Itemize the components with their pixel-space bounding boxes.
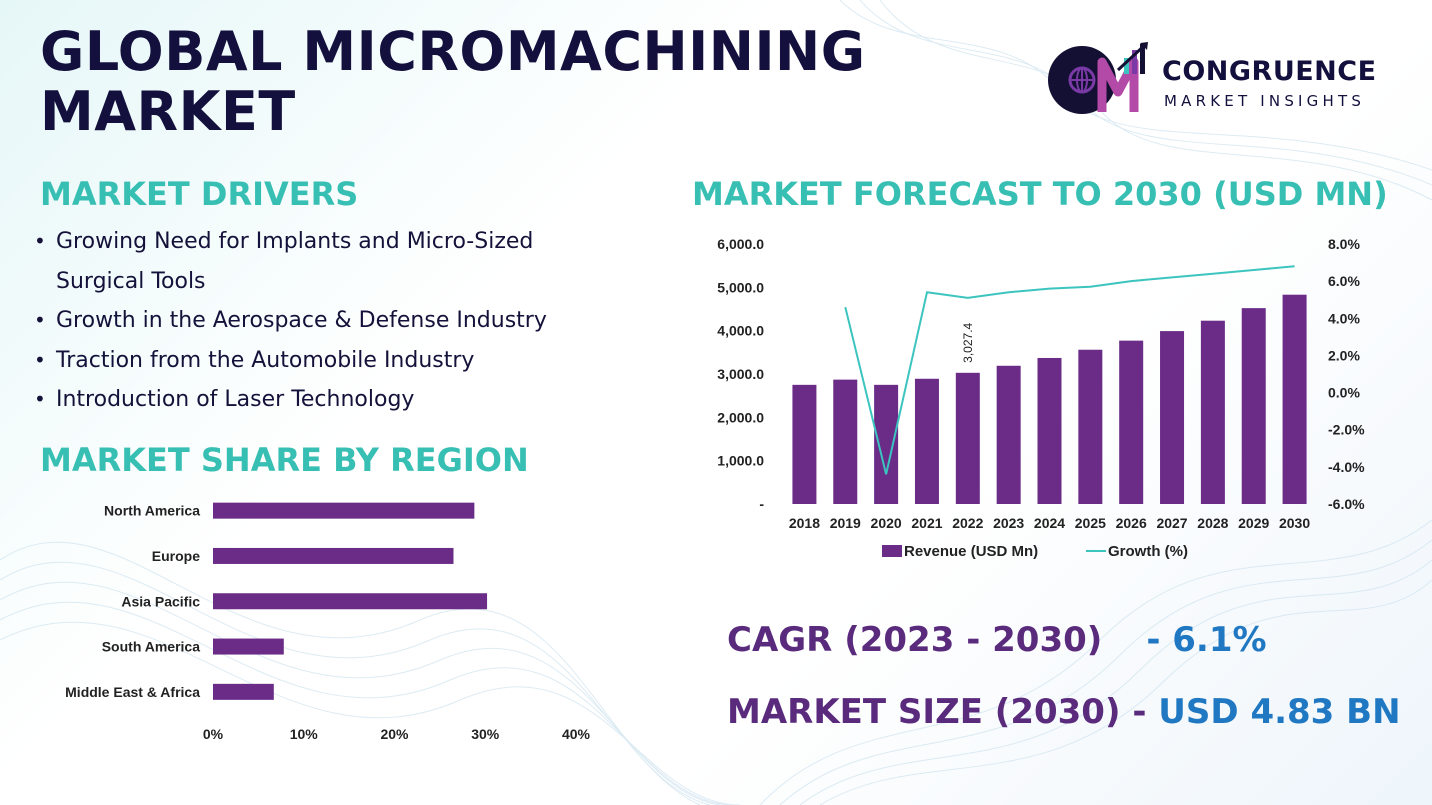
forecast-bar (1119, 340, 1144, 504)
region-x-tick-label: 30% (471, 726, 500, 742)
forecast-left-tick-label: - (759, 496, 764, 512)
logo-name: CONGRUENCE (1162, 56, 1377, 87)
forecast-bar (1037, 357, 1062, 504)
region-category-label: Middle East & Africa (65, 684, 200, 700)
forecast-left-tick-label: 1,000.0 (717, 453, 764, 469)
drivers-list: Growing Need for Implants and Micro-Size… (34, 222, 634, 420)
forecast-x-tick-label: 2030 (1279, 515, 1310, 531)
region-heading: MARKET SHARE BY REGION (40, 441, 529, 479)
forecast-bar (874, 384, 899, 504)
region-category-label: Asia Pacific (121, 593, 200, 609)
forecast-left-tick-label: 6,000.0 (717, 236, 764, 252)
forecast-x-tick-label: 2021 (911, 515, 942, 531)
legend-revenue-label: Revenue (USD Mn) (904, 543, 1038, 560)
region-share-chart: North America Europe Asia Pacific South Ame… (65, 502, 591, 742)
forecast-right-tick-label: 4.0% (1328, 310, 1360, 326)
forecast-bar (792, 384, 817, 504)
forecast-right-tick-label: -6.0% (1328, 496, 1365, 512)
forecast-bar (833, 379, 858, 504)
legend-revenue-swatch (882, 545, 902, 557)
forecast-heading: MARKET FORECAST TO 2030 (USD MN) (692, 175, 1388, 213)
growth-line (844, 265, 1295, 475)
driver-item: Introduction of Laser Technology (34, 380, 634, 420)
region-x-tick-label: 0% (203, 726, 224, 742)
driver-item: Growth in the Aerospace & Defense Indust… (34, 301, 634, 341)
forecast-left-tick-label: 4,000.0 (717, 323, 764, 339)
forecast-x-tick-label: 2024 (1034, 515, 1065, 531)
region-category-label: South America (102, 639, 200, 655)
forecast-right-tick-label: 8.0% (1328, 236, 1360, 252)
region-bar (213, 502, 475, 519)
driver-item: Growing Need for Implants and Micro-Size… (34, 222, 634, 262)
region-category-label: North America (104, 503, 200, 519)
forecast-bar (1241, 308, 1266, 504)
region-category-label: Europe (152, 548, 200, 564)
cagr-value: - 6.1% (1146, 620, 1267, 660)
forecast-bar (1282, 294, 1307, 504)
forecast-data-label: 3,027.4 (961, 322, 975, 362)
forecast-x-tick-label: 2028 (1197, 515, 1228, 531)
market-size-label: MARKET SIZE (2030) - (727, 692, 1147, 732)
forecast-right-tick-label: 0.0% (1328, 385, 1360, 401)
forecast-right-tick-label: 6.0% (1328, 273, 1360, 289)
forecast-x-tick-label: 2023 (993, 515, 1024, 531)
title-line-2: MARKET (40, 80, 296, 143)
cagr-label: CAGR (2023 - 2030) (727, 620, 1103, 660)
cagr-stat: CAGR (2023 - 2030) - 6.1% (727, 620, 1267, 660)
forecast-x-tick-label: 2020 (871, 515, 902, 531)
forecast-x-tick-label: 2027 (1156, 515, 1187, 531)
region-bar (213, 638, 284, 655)
forecast-bar (914, 378, 939, 504)
forecast-chart: - 1,000.0 2,000.0 3,000.0 4,000.0 5,000.0 6,00… (717, 236, 1365, 560)
forecast-bar (1078, 349, 1103, 504)
region-x-tick-label: 10% (290, 726, 319, 742)
region-bar (213, 683, 274, 700)
region-bar (213, 593, 488, 610)
forecast-right-tick-label: 2.0% (1328, 347, 1360, 363)
market-size-value: USD 4.83 BN (1158, 692, 1401, 732)
driver-item-continuation: Surgical Tools (56, 268, 206, 294)
forecast-x-tick-label: 2029 (1238, 515, 1269, 531)
forecast-right-tick-label: -4.0% (1328, 459, 1365, 475)
region-x-tick-label: 40% (562, 726, 591, 742)
forecast-bar (1160, 331, 1185, 504)
forecast-left-tick-label: 2,000.0 (717, 409, 764, 425)
forecast-bar (955, 372, 980, 504)
forecast-x-tick-label: 2018 (789, 515, 820, 531)
forecast-left-tick-label: 3,000.0 (717, 366, 764, 382)
forecast-x-tick-label: 2026 (1116, 515, 1147, 531)
forecast-left-tick-label: 5,000.0 (717, 279, 764, 295)
page-title: GLOBAL MICROMACHINING MARKET (40, 22, 900, 142)
driver-item: Traction from the Automobile Industry (34, 341, 634, 381)
region-x-tick-label: 20% (380, 726, 409, 742)
logo-tagline: MARKET INSIGHTS (1164, 92, 1366, 110)
forecast-x-tick-label: 2022 (952, 515, 983, 531)
forecast-bar (1200, 320, 1225, 504)
market-size-stat: MARKET SIZE (2030) - USD 4.83 BN (727, 692, 1401, 732)
logo (1048, 42, 1148, 114)
region-bar (213, 547, 454, 564)
forecast-x-tick-label: 2019 (830, 515, 861, 531)
legend-growth-label: Growth (%) (1108, 543, 1188, 560)
drivers-heading: MARKET DRIVERS (40, 175, 359, 213)
forecast-bar (996, 365, 1021, 504)
title-line-1: GLOBAL MICROMACHINING (40, 20, 866, 83)
forecast-right-tick-label: -2.0% (1328, 422, 1365, 438)
forecast-x-tick-label: 2025 (1075, 515, 1106, 531)
